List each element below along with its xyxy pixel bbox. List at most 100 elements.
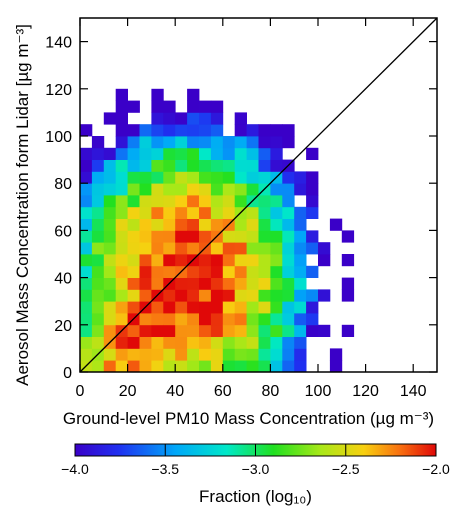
heatmap-cell xyxy=(222,183,236,196)
axis-ticks: 0 20 40 60 80 100 120 140 0 20 40 60 80 100 120 140 xyxy=(45,18,437,400)
heatmap-cell xyxy=(318,254,331,267)
x-tick-label: 0 xyxy=(76,383,85,400)
heatmap-cell xyxy=(103,324,117,337)
heatmap-cell xyxy=(151,230,164,243)
heatmap-cell xyxy=(80,289,93,302)
heatmap-cell xyxy=(163,254,176,267)
heatmap-cell xyxy=(91,336,105,349)
heatmap-cell xyxy=(282,124,295,137)
heatmap-cell xyxy=(234,112,247,125)
heatmap-cell xyxy=(91,136,105,149)
heatmap-cell xyxy=(91,159,105,172)
heatmap-cell xyxy=(151,88,164,101)
heatmap-cell xyxy=(246,230,259,243)
heatmap-cell xyxy=(329,348,343,361)
heatmap-cell xyxy=(258,242,271,255)
heatmap-cell xyxy=(151,195,164,208)
heatmap-cell xyxy=(234,242,247,255)
heatmap-cell xyxy=(115,100,128,113)
heatmap-cell xyxy=(341,230,355,243)
heatmap-cell xyxy=(294,360,307,373)
heatmap-cell xyxy=(234,313,247,326)
heatmap-cell xyxy=(139,265,152,278)
heatmap-cell xyxy=(127,301,140,314)
heatmap-cell xyxy=(294,242,307,255)
heatmap-cell xyxy=(139,159,152,172)
heatmap-cell xyxy=(187,277,200,290)
heatmap-cell xyxy=(115,277,128,290)
heatmap-cell xyxy=(222,206,236,219)
heatmap-cell xyxy=(282,230,295,243)
heatmap-cell xyxy=(199,301,212,314)
heatmap-cell xyxy=(270,183,283,196)
heatmap-cell xyxy=(306,171,319,184)
heatmap-cell xyxy=(127,218,140,231)
heatmap-cell xyxy=(103,277,117,290)
heatmap-cell xyxy=(199,206,212,219)
heatmap-cell xyxy=(80,159,93,172)
heatmap-cell xyxy=(127,183,140,196)
heatmap-cell xyxy=(127,277,140,290)
heatmap-cell xyxy=(91,360,105,373)
heatmap-cell xyxy=(210,313,224,326)
heatmap-cell xyxy=(115,183,128,196)
heatmap-cell xyxy=(270,159,283,172)
heatmap-cell xyxy=(341,254,355,267)
y-tick-label: 0 xyxy=(63,365,72,382)
heatmap-cell xyxy=(282,348,295,361)
heatmap-cell xyxy=(270,124,283,137)
heatmap-cell xyxy=(282,254,295,267)
heatmap-cell xyxy=(258,313,271,326)
heatmap-cell xyxy=(234,136,247,149)
heatmap-cell xyxy=(222,136,236,149)
heatmap-cell xyxy=(127,147,140,160)
heatmap-cell xyxy=(258,360,271,373)
heatmap-cell xyxy=(163,195,176,208)
heatmap-cell xyxy=(163,301,176,314)
heatmap-cell xyxy=(258,195,271,208)
x-tick-label: 40 xyxy=(166,383,184,400)
heatmap-cell xyxy=(258,230,271,243)
heatmap-cell xyxy=(294,171,307,184)
x-tick-label: 20 xyxy=(119,383,137,400)
heatmap-cell xyxy=(294,206,307,219)
heatmap-cell xyxy=(80,254,93,267)
heatmap-cell xyxy=(139,336,152,349)
heatmap-cell xyxy=(222,348,236,361)
x-tick-label: 80 xyxy=(262,383,280,400)
heatmap-cell xyxy=(234,265,247,278)
heatmap-cell xyxy=(163,147,176,160)
heatmap-cell xyxy=(187,195,200,208)
heatmap-cell xyxy=(91,230,105,243)
heatmap-cell xyxy=(222,277,236,290)
heatmap-cell xyxy=(163,360,176,373)
heatmap-cell xyxy=(163,100,176,113)
heatmap-cell xyxy=(222,147,236,160)
heatmap-cell xyxy=(163,242,176,255)
heatmap-cell xyxy=(187,348,200,361)
heatmap-cell xyxy=(222,301,236,314)
heatmap-cell xyxy=(163,313,176,326)
heatmap-cell xyxy=(282,171,295,184)
heatmap-cell xyxy=(175,171,188,184)
heatmap-cell xyxy=(127,230,140,243)
heatmap-cell xyxy=(187,159,200,172)
heatmap-cell xyxy=(294,218,307,231)
heatmap-cell xyxy=(163,183,176,196)
heatmap-cell xyxy=(91,301,105,314)
heatmap-cell xyxy=(151,183,164,196)
heatmap-cell xyxy=(80,348,93,361)
heatmap-cell xyxy=(294,324,307,337)
heatmap-cell xyxy=(199,348,212,361)
one-to-one-line xyxy=(79,17,438,373)
heatmap-cell xyxy=(127,289,140,302)
colorbar-label: Fraction (log₁₀) xyxy=(199,487,312,506)
heatmap-cell xyxy=(115,218,128,231)
heatmap-cell xyxy=(187,183,200,196)
heatmap-cell xyxy=(115,147,128,160)
heatmap-cell xyxy=(199,112,212,125)
heatmap-cell xyxy=(103,147,117,160)
heatmap-cell xyxy=(187,88,200,101)
heatmap-cell xyxy=(246,313,259,326)
heatmap-cell xyxy=(139,254,152,267)
